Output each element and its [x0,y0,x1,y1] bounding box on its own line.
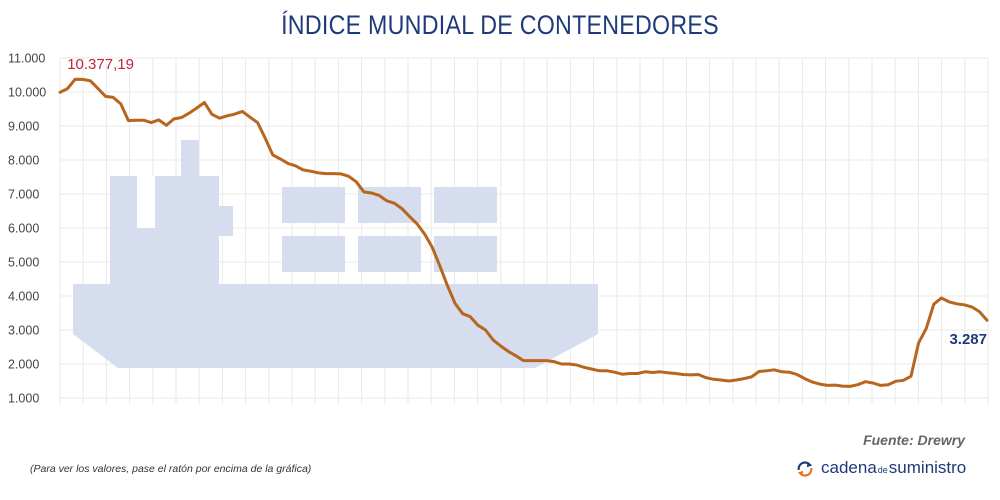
source-label: Fuente: Drewry [863,432,965,448]
brand-text-cadena: cadena [821,458,877,477]
ship-notch [137,176,155,228]
y-tick-label: 8.000 [8,154,39,168]
ship-funnel [181,140,199,184]
y-tick-label: 11.000 [8,52,45,66]
y-tick-label: 7.000 [8,188,39,202]
peak-value-label: 10.377,19 [67,56,134,73]
ship-hull [73,284,598,334]
hover-note: (Para ver los valores, pase el ratón por… [30,463,312,475]
y-tick-label: 9.000 [8,120,39,134]
y-tick-label: 4.000 [8,290,39,304]
last-value-label: 3.287 [949,331,987,348]
ship-illustration [73,140,598,368]
chart-title: ÍNDICE MUNDIAL DE CONTENEDORES [281,10,719,40]
brand-text-de: de [877,465,888,475]
container [282,187,345,223]
series-line[interactable] [58,77,989,388]
y-tick-label: 10.000 [8,86,46,100]
y-tick-label: 6.000 [8,222,39,236]
ship-hull-bottom [73,334,598,368]
brand-text-suministro: suministro [888,458,967,477]
container [434,236,497,272]
container [282,236,345,272]
ship-bridge [155,206,233,236]
container [434,187,497,223]
refresh-arrows-icon [797,461,813,477]
y-tick-label: 3.000 [8,324,39,338]
y-axis: 11.000 10.000 9.000 8.000 7.000 6.000 5.000 4.0… [8,52,46,406]
y-tick-label: 2.000 [8,358,39,372]
brand-logo[interactable]: cadena de suministro [796,458,966,480]
container [358,236,421,272]
y-tick-label: 1.000 [8,392,39,406]
y-tick-label: 5.000 [8,256,39,270]
